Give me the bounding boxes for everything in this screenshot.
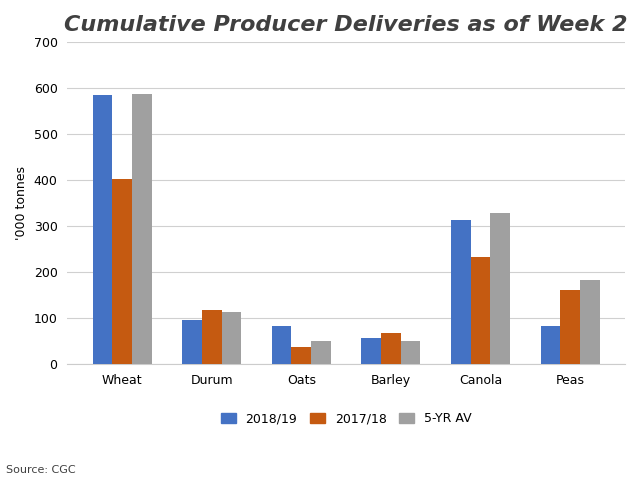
Bar [221, 312, 241, 364]
Bar [401, 341, 420, 364]
Bar [381, 333, 401, 364]
Bar [291, 347, 311, 364]
Bar [470, 257, 490, 364]
Y-axis label: '000 tonnes: '000 tonnes [15, 166, 28, 240]
Bar [113, 179, 132, 364]
Bar [132, 94, 152, 364]
Bar [202, 310, 221, 364]
Bar [490, 213, 510, 364]
Bar [362, 338, 381, 364]
Bar [272, 326, 291, 364]
Bar [560, 290, 580, 364]
Bar [541, 326, 560, 364]
Bar [182, 321, 202, 364]
Bar [93, 95, 113, 364]
Bar [311, 341, 331, 364]
Text: Source: CGC: Source: CGC [6, 465, 76, 475]
Bar [451, 220, 470, 364]
Legend: 2018/19, 2017/18, 5-YR AV: 2018/19, 2017/18, 5-YR AV [221, 412, 472, 425]
Title: Cumulative Producer Deliveries as of Week 2: Cumulative Producer Deliveries as of Wee… [65, 15, 628, 35]
Bar [580, 280, 600, 364]
